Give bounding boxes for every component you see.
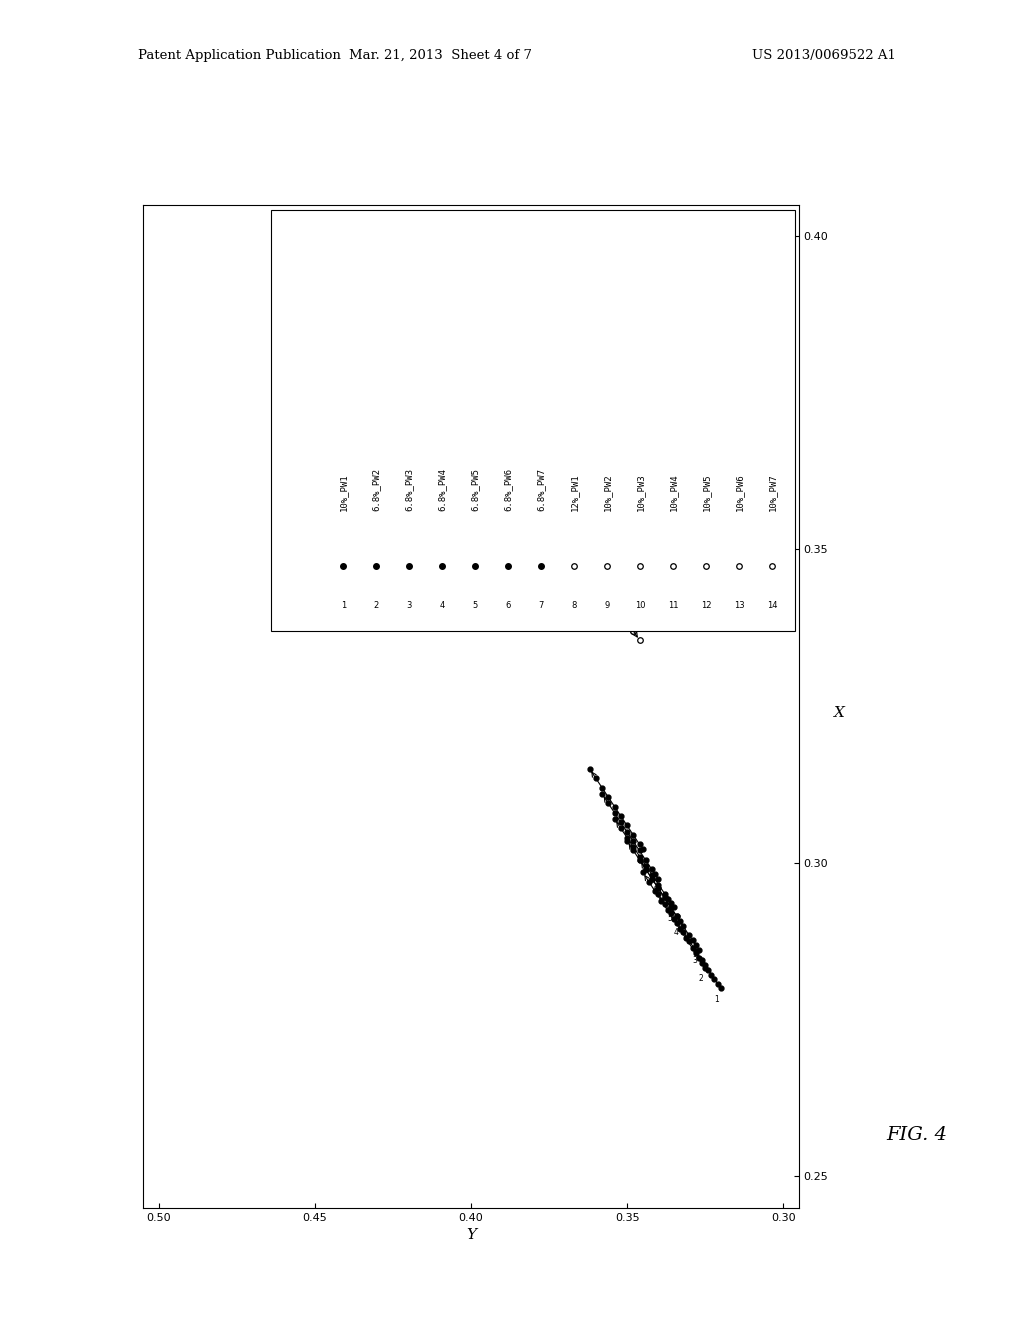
Text: 3: 3 <box>407 602 412 610</box>
Text: 10: 10 <box>635 602 645 610</box>
Text: 6: 6 <box>506 602 511 610</box>
Text: 10%_PW3: 10%_PW3 <box>636 473 645 511</box>
Text: 11: 11 <box>543 396 552 405</box>
Text: 10%_PW2: 10%_PW2 <box>603 473 612 511</box>
Text: 6.8%_PW6: 6.8%_PW6 <box>504 467 513 511</box>
Text: 6.8%_PW4: 6.8%_PW4 <box>438 467 446 511</box>
Text: 4: 4 <box>674 928 679 936</box>
Text: 7: 7 <box>637 855 641 865</box>
Text: Mar. 21, 2013  Sheet 4 of 7: Mar. 21, 2013 Sheet 4 of 7 <box>349 49 531 62</box>
Text: 14: 14 <box>493 364 503 374</box>
Text: 13: 13 <box>734 602 744 610</box>
Text: 4: 4 <box>439 602 445 610</box>
Text: 10%_PW7: 10%_PW7 <box>768 473 777 511</box>
Text: 6.8%_PW5: 6.8%_PW5 <box>471 467 480 511</box>
Text: 11: 11 <box>668 602 679 610</box>
Text: 6.8%_PW3: 6.8%_PW3 <box>404 467 414 511</box>
Text: 9: 9 <box>605 602 610 610</box>
Text: Patent Application Publication: Patent Application Publication <box>138 49 341 62</box>
Text: 2: 2 <box>698 974 703 983</box>
X-axis label: Y: Y <box>466 1228 476 1242</box>
Text: 14: 14 <box>767 602 777 610</box>
Text: 10%_PW6: 10%_PW6 <box>735 473 743 511</box>
Text: 5: 5 <box>473 602 478 610</box>
Text: 13: 13 <box>499 352 509 362</box>
Text: 2: 2 <box>374 602 379 610</box>
Text: 10%_PW4: 10%_PW4 <box>669 473 678 511</box>
Text: 12: 12 <box>701 602 712 610</box>
Text: 6.8%_PW2: 6.8%_PW2 <box>372 467 381 511</box>
Text: 1: 1 <box>715 994 719 1003</box>
Text: 3: 3 <box>692 957 697 965</box>
Text: 8: 8 <box>571 602 578 610</box>
Text: 10: 10 <box>561 409 571 418</box>
Text: 6.8%_PW7: 6.8%_PW7 <box>537 467 546 511</box>
Text: 12%_PW1: 12%_PW1 <box>570 473 579 511</box>
Text: 12: 12 <box>496 346 506 355</box>
Text: 9: 9 <box>627 615 632 624</box>
Text: 10%_PW1: 10%_PW1 <box>339 473 348 511</box>
Text: 10%_PW5: 10%_PW5 <box>701 473 711 511</box>
Text: US 2013/0069522 A1: US 2013/0069522 A1 <box>752 49 896 62</box>
Text: 7: 7 <box>539 602 544 610</box>
Text: FIG. 4: FIG. 4 <box>886 1126 947 1144</box>
Text: 1: 1 <box>341 602 346 610</box>
Text: 8: 8 <box>633 626 638 634</box>
Text: 5: 5 <box>668 913 673 923</box>
Y-axis label: X: X <box>834 706 845 721</box>
Text: 6: 6 <box>652 886 657 895</box>
